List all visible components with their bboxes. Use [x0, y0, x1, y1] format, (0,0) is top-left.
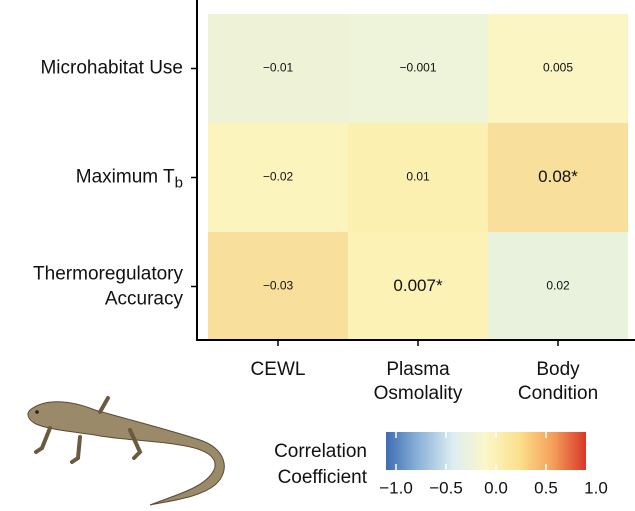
colorbar-title: Correlation Coefficient [274, 441, 368, 488]
y-tick-label: Thermoregulatory Accuracy [33, 264, 183, 310]
y-tick-label: Microhabitat Use [40, 58, 183, 79]
x-tick-label: Plasma Osmolality [374, 359, 463, 404]
colorbar-tick-label: −1.0 [379, 478, 413, 497]
heatmap-cell [208, 123, 348, 232]
colorbar-tick-label: 0.0 [484, 478, 508, 497]
cell-label: −0.03 [263, 279, 294, 293]
heatmap-cell [488, 14, 628, 123]
x-tick-label: CEWL [251, 359, 306, 380]
heatmap-cell [348, 14, 488, 123]
cell-label: −0.001 [399, 61, 436, 75]
heatmap-cell [488, 123, 628, 232]
heatmap-cell [348, 232, 488, 341]
cell-label: 0.02 [546, 279, 570, 293]
heatmap-cell [348, 123, 488, 232]
colorbar-tick-label: 0.5 [534, 478, 558, 497]
cell-label: −0.02 [263, 170, 294, 184]
heatmap-cell [488, 232, 628, 341]
heatmap-cell [208, 14, 348, 123]
colorbar [386, 432, 586, 470]
x-tick-label: Body Condition [518, 359, 598, 404]
cell-label: 0.08* [538, 167, 578, 186]
lizard-illustration [27, 396, 225, 506]
colorbar-tick-label: −0.5 [429, 478, 463, 497]
cell-label: −0.01 [263, 61, 294, 75]
y-tick-label: Maximum Tb [76, 167, 183, 192]
heatmap-cell [208, 232, 348, 341]
cell-label: 0.005 [543, 61, 573, 75]
cell-label: 0.01 [406, 170, 430, 184]
colorbar-tick-label: 1.0 [584, 478, 608, 497]
cell-label: 0.007* [393, 276, 443, 295]
